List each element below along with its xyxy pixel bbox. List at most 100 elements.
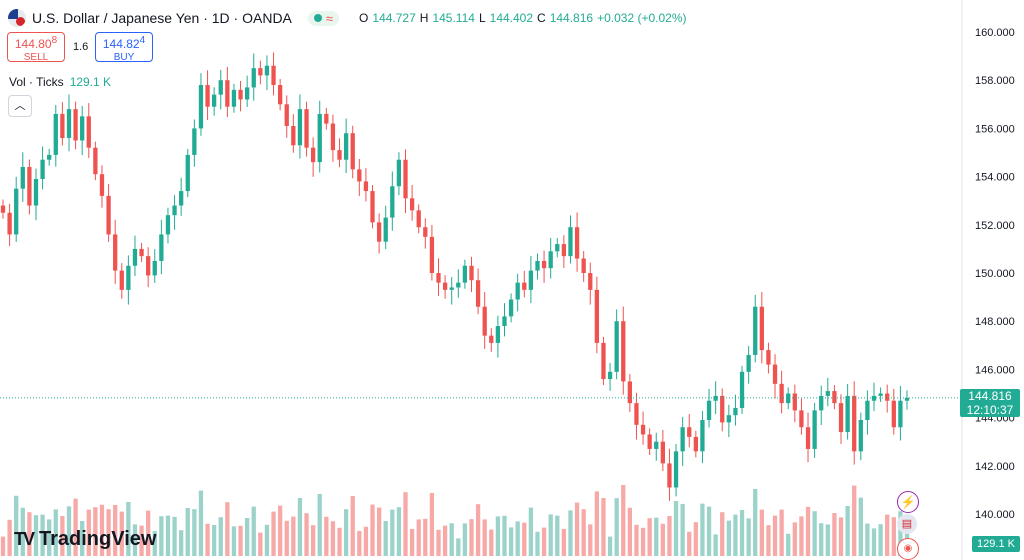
candle-body: [535, 260, 540, 271]
candle-body: [284, 104, 289, 126]
close-value: 144.816: [549, 11, 594, 25]
candle-body: [376, 222, 382, 242]
candle-body: [594, 289, 600, 343]
candle-body: [581, 258, 586, 273]
price-tick-label: 160.000: [975, 27, 1015, 39]
candle-body: [20, 166, 25, 189]
candle-body: [442, 282, 448, 290]
candle-body: [337, 150, 342, 160]
volume-bar: [310, 525, 316, 556]
candle-body: [561, 244, 567, 257]
candle-body: [7, 212, 12, 235]
candle-body: [291, 125, 296, 146]
volume-bar: [225, 502, 230, 556]
volume-legend[interactable]: Vol · Ticks 129.1 K: [9, 75, 111, 89]
volume-bar: [693, 522, 698, 556]
symbol-title[interactable]: U.S. Dollar / Japanese Yen · 1D · OANDA: [32, 10, 292, 26]
candle-body: [416, 210, 421, 228]
candle-body: [904, 397, 910, 401]
volume-bar: [482, 519, 487, 556]
volume-bar: [779, 509, 784, 556]
volume-bar: [852, 485, 857, 556]
candle-body: [126, 265, 131, 290]
volume-bar: [126, 502, 131, 556]
candle-body: [198, 85, 204, 129]
volume-bar: [192, 509, 197, 556]
sell-button[interactable]: 144.808 SELL: [7, 32, 65, 63]
volume-bar: [739, 510, 745, 556]
current-price-value: 144.816: [968, 389, 1012, 403]
candle-body: [858, 420, 863, 452]
volume-bar: [198, 490, 204, 556]
candle-body: [673, 451, 679, 488]
volume-bar: [515, 521, 520, 556]
low-label: L: [478, 11, 486, 25]
candle-body: [33, 179, 39, 206]
volume-bar: [660, 523, 665, 556]
candle-body: [80, 116, 85, 141]
volume-bar: [179, 530, 184, 556]
tradingview-wordmark: TradingView: [39, 528, 157, 550]
volume-bar: [634, 524, 639, 556]
candle-body: [891, 400, 896, 428]
candle-body: [786, 393, 791, 404]
candle-body: [574, 227, 580, 259]
trade-panel: 144.808 SELL 1.6 144.824 BUY: [7, 32, 153, 63]
us-flag-icon[interactable]: ▤: [897, 514, 917, 534]
volume-bar: [581, 509, 586, 556]
candle-body: [60, 113, 65, 139]
tradingview-logo[interactable]: TV TradingView: [14, 528, 156, 551]
volume-bar: [706, 506, 712, 556]
volume-bar: [726, 520, 731, 556]
low-value: 144.402: [489, 11, 534, 25]
candle-body: [132, 248, 138, 266]
volume-bar: [14, 495, 19, 556]
volume-bar: [27, 512, 32, 556]
volume-bar: [93, 507, 98, 556]
open-label: O: [359, 11, 369, 25]
volume-bar: [865, 523, 870, 556]
high-label: H: [419, 11, 429, 25]
candle-body: [634, 403, 639, 425]
usd-jpy-flag-icon: [8, 9, 26, 27]
collapse-chevron-icon[interactable]: ︿: [8, 95, 32, 117]
candle-body: [495, 326, 501, 343]
volume-bar: [885, 514, 890, 556]
candle-body: [185, 154, 190, 192]
candle-body: [423, 227, 428, 237]
volume-bar: [607, 536, 613, 556]
candle-body: [805, 427, 811, 449]
price-tick-label: 140.000: [975, 509, 1015, 521]
candle-body: [14, 188, 19, 235]
candlesticks: [0, 52, 910, 501]
volume-bar: [601, 498, 606, 556]
volume-bar: [753, 489, 758, 556]
price-axis[interactable]: 160.000 158.000 156.000 154.000 152.000 150.0…: [961, 0, 1015, 560]
candle-body: [627, 381, 633, 404]
volume-bar: [238, 525, 243, 556]
volume-bar: [139, 525, 144, 556]
ohlc-readout: O 144.727 H 145.114 L 144.402 C 144.816 +0.0…: [359, 11, 686, 25]
volume-bar: [449, 523, 454, 556]
lightning-icon[interactable]: ⚡: [897, 491, 919, 513]
volume-bar: [271, 511, 276, 556]
candle-body: [271, 65, 276, 86]
volume-bar: [370, 504, 375, 556]
volume-bar: [759, 509, 764, 556]
volume-bar: [713, 534, 718, 556]
buy-button[interactable]: 144.824 BUY: [95, 32, 153, 63]
volume-bar: [614, 498, 619, 556]
volume-bar: [561, 529, 567, 556]
record-icon[interactable]: ◉: [897, 538, 919, 560]
volume-bar: [838, 517, 844, 556]
candle-body: [845, 395, 850, 433]
candle-body: [350, 133, 355, 170]
volume-bar: [291, 516, 296, 556]
candle-body: [885, 393, 890, 401]
market-status-badge[interactable]: ≈: [307, 10, 340, 26]
volume-bar: [317, 494, 322, 556]
candle-body: [878, 393, 883, 396]
candle-body: [739, 371, 745, 408]
volume-bar: [746, 518, 751, 556]
